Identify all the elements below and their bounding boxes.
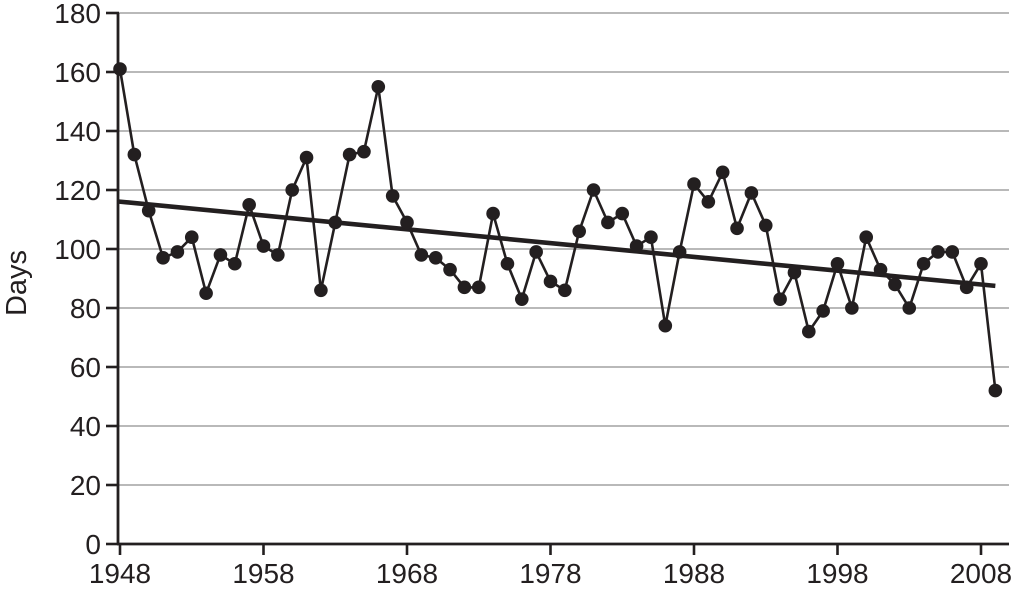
data-point-1997 xyxy=(816,304,830,318)
data-point-2008 xyxy=(974,256,988,271)
data-point-2004 xyxy=(916,256,931,271)
data-point-1976 xyxy=(515,292,529,306)
data-point-1954 xyxy=(199,286,213,301)
y-tick-label-100: 100 xyxy=(54,234,101,265)
data-point-1998 xyxy=(830,256,845,271)
x-tick-label-1978: 1978 xyxy=(519,558,581,589)
data-point-1973 xyxy=(471,280,486,295)
data-point-1972 xyxy=(457,280,472,295)
data-point-1974 xyxy=(486,206,500,221)
data-point-1986 xyxy=(658,318,673,333)
data-point-1980 xyxy=(572,224,586,239)
x-tick-label-2008: 2008 xyxy=(950,558,1012,589)
data-point-1962 xyxy=(314,283,328,298)
data-point-1960 xyxy=(285,183,300,197)
data-point-1987 xyxy=(672,245,687,259)
y-axis-title: Days xyxy=(1,250,33,316)
data-point-1982 xyxy=(601,215,615,230)
y-tick-label-80: 80 xyxy=(70,293,101,324)
trend-line xyxy=(117,199,996,289)
x-tick-label-1998: 1998 xyxy=(806,558,868,589)
data-point-1996 xyxy=(802,324,816,339)
data-point-1950 xyxy=(141,203,156,218)
data-point-1967 xyxy=(385,189,400,203)
data-point-1970 xyxy=(428,251,443,265)
data-point-1977 xyxy=(529,245,543,259)
data-point-1969 xyxy=(414,248,429,262)
data-point-1952 xyxy=(170,245,185,259)
y-tick-label-60: 60 xyxy=(70,352,101,383)
data-point-1951 xyxy=(156,251,170,265)
data-point-1958 xyxy=(256,239,271,253)
data-point-1994 xyxy=(773,292,787,306)
data-point-1965 xyxy=(357,144,371,159)
data-point-1963 xyxy=(328,215,343,230)
data-point-1978 xyxy=(543,274,558,289)
y-tick-label-160: 160 xyxy=(54,57,101,88)
data-point-1959 xyxy=(271,248,285,262)
y-tick-label-140: 140 xyxy=(54,116,101,147)
y-tick-label-40: 40 xyxy=(70,411,101,442)
data-point-1985 xyxy=(644,230,658,244)
y-tick-label-120: 120 xyxy=(54,175,101,206)
data-point-2009 xyxy=(988,383,1003,398)
data-point-2002 xyxy=(888,277,902,292)
data-point-2005 xyxy=(931,245,945,259)
data-point-1993 xyxy=(758,218,773,233)
data-point-2007 xyxy=(959,280,974,295)
data-point-2001 xyxy=(873,262,888,277)
data-point-1984 xyxy=(629,239,644,253)
data-point-1983 xyxy=(615,206,630,221)
data-point-1988 xyxy=(687,177,701,191)
data-point-1968 xyxy=(400,215,414,230)
data-point-1961 xyxy=(299,150,314,165)
data-point-1966 xyxy=(371,79,386,94)
x-tick-label-1958: 1958 xyxy=(232,558,294,589)
data-point-1981 xyxy=(586,183,601,197)
data-point-1979 xyxy=(558,283,572,298)
data-point-1964 xyxy=(342,147,357,162)
data-point-1990 xyxy=(715,165,730,180)
data-series-line xyxy=(118,68,997,391)
data-point-1992 xyxy=(744,186,759,200)
data-point-1953 xyxy=(184,230,199,244)
y-tick-label-0: 0 xyxy=(85,529,101,560)
y-tick-label-180: 180 xyxy=(54,0,101,29)
y-tick-label-20: 20 xyxy=(70,470,101,501)
data-point-1956 xyxy=(228,256,242,271)
data-point-2003 xyxy=(902,301,917,315)
data-point-1989 xyxy=(701,195,716,209)
x-tick-label-1948: 1948 xyxy=(89,558,151,589)
data-point-2006 xyxy=(945,245,960,259)
data-point-1949 xyxy=(127,147,142,162)
data-point-1971 xyxy=(443,262,457,277)
data-point-2000 xyxy=(859,230,873,244)
data-point-1955 xyxy=(213,248,228,262)
data-point-1999 xyxy=(845,301,859,315)
data-point-1975 xyxy=(500,256,515,271)
data-point-1995 xyxy=(787,265,802,280)
data-point-1948 xyxy=(113,62,127,76)
x-tick-label-1968: 1968 xyxy=(376,558,438,589)
data-point-1991 xyxy=(730,221,744,236)
data-point-1957 xyxy=(242,197,256,212)
x-tick-label-1988: 1988 xyxy=(663,558,725,589)
